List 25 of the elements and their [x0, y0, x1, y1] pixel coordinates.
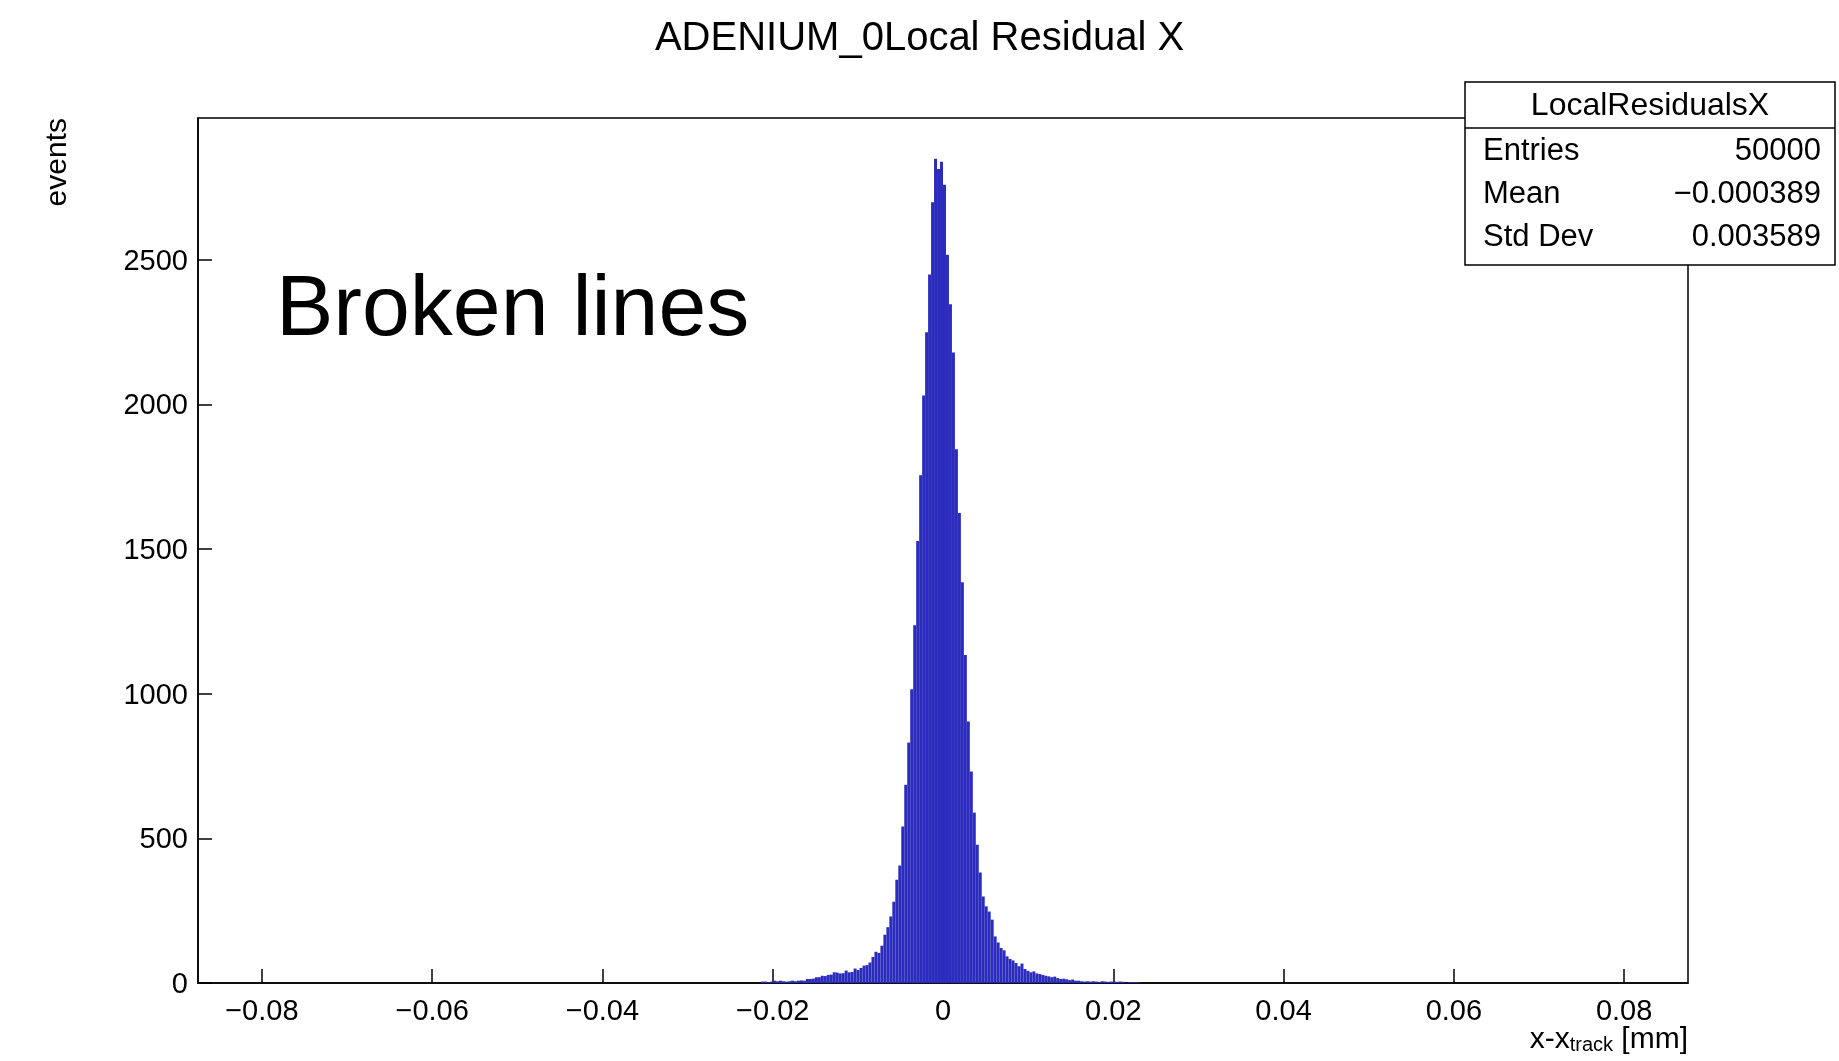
y-tick-label: 500	[139, 822, 188, 855]
y-axis-title: events	[38, 118, 72, 207]
x-tick-label: −0.04	[565, 993, 640, 1026]
annotation: Mean	[1483, 175, 1561, 210]
y-tick-label: 0	[171, 967, 188, 999]
y-tick-label: 1000	[123, 677, 188, 710]
annotation: Broken lines	[276, 257, 750, 353]
chart-title: ADENIUM_0Local Residual X	[654, 14, 1185, 58]
text: 50000	[1734, 132, 1821, 167]
x-tick-label: 0.06	[1425, 993, 1483, 1026]
annotation: −0.000389	[1673, 175, 1821, 210]
x-tick-label: 0	[934, 993, 952, 1026]
annotation: LocalResidualsX	[1530, 86, 1770, 122]
y-tick-label: 2500	[123, 243, 188, 276]
x-tick-label: 0.02	[1085, 993, 1142, 1026]
x-tick-label: 0.04	[1255, 993, 1312, 1026]
annotation: Entries	[1483, 132, 1580, 167]
y-tick-label: 1500	[123, 533, 188, 566]
x-tick-label: −0.02	[736, 993, 810, 1026]
x-tick-label: 0.08	[1595, 993, 1653, 1026]
x-tick-label: −0.06	[395, 993, 469, 1026]
y-tick-label: 2000	[123, 388, 188, 421]
x-tick-label: −0.08	[225, 993, 299, 1026]
text: 0.003589	[1691, 218, 1821, 253]
annotation: Std Dev	[1483, 218, 1594, 253]
